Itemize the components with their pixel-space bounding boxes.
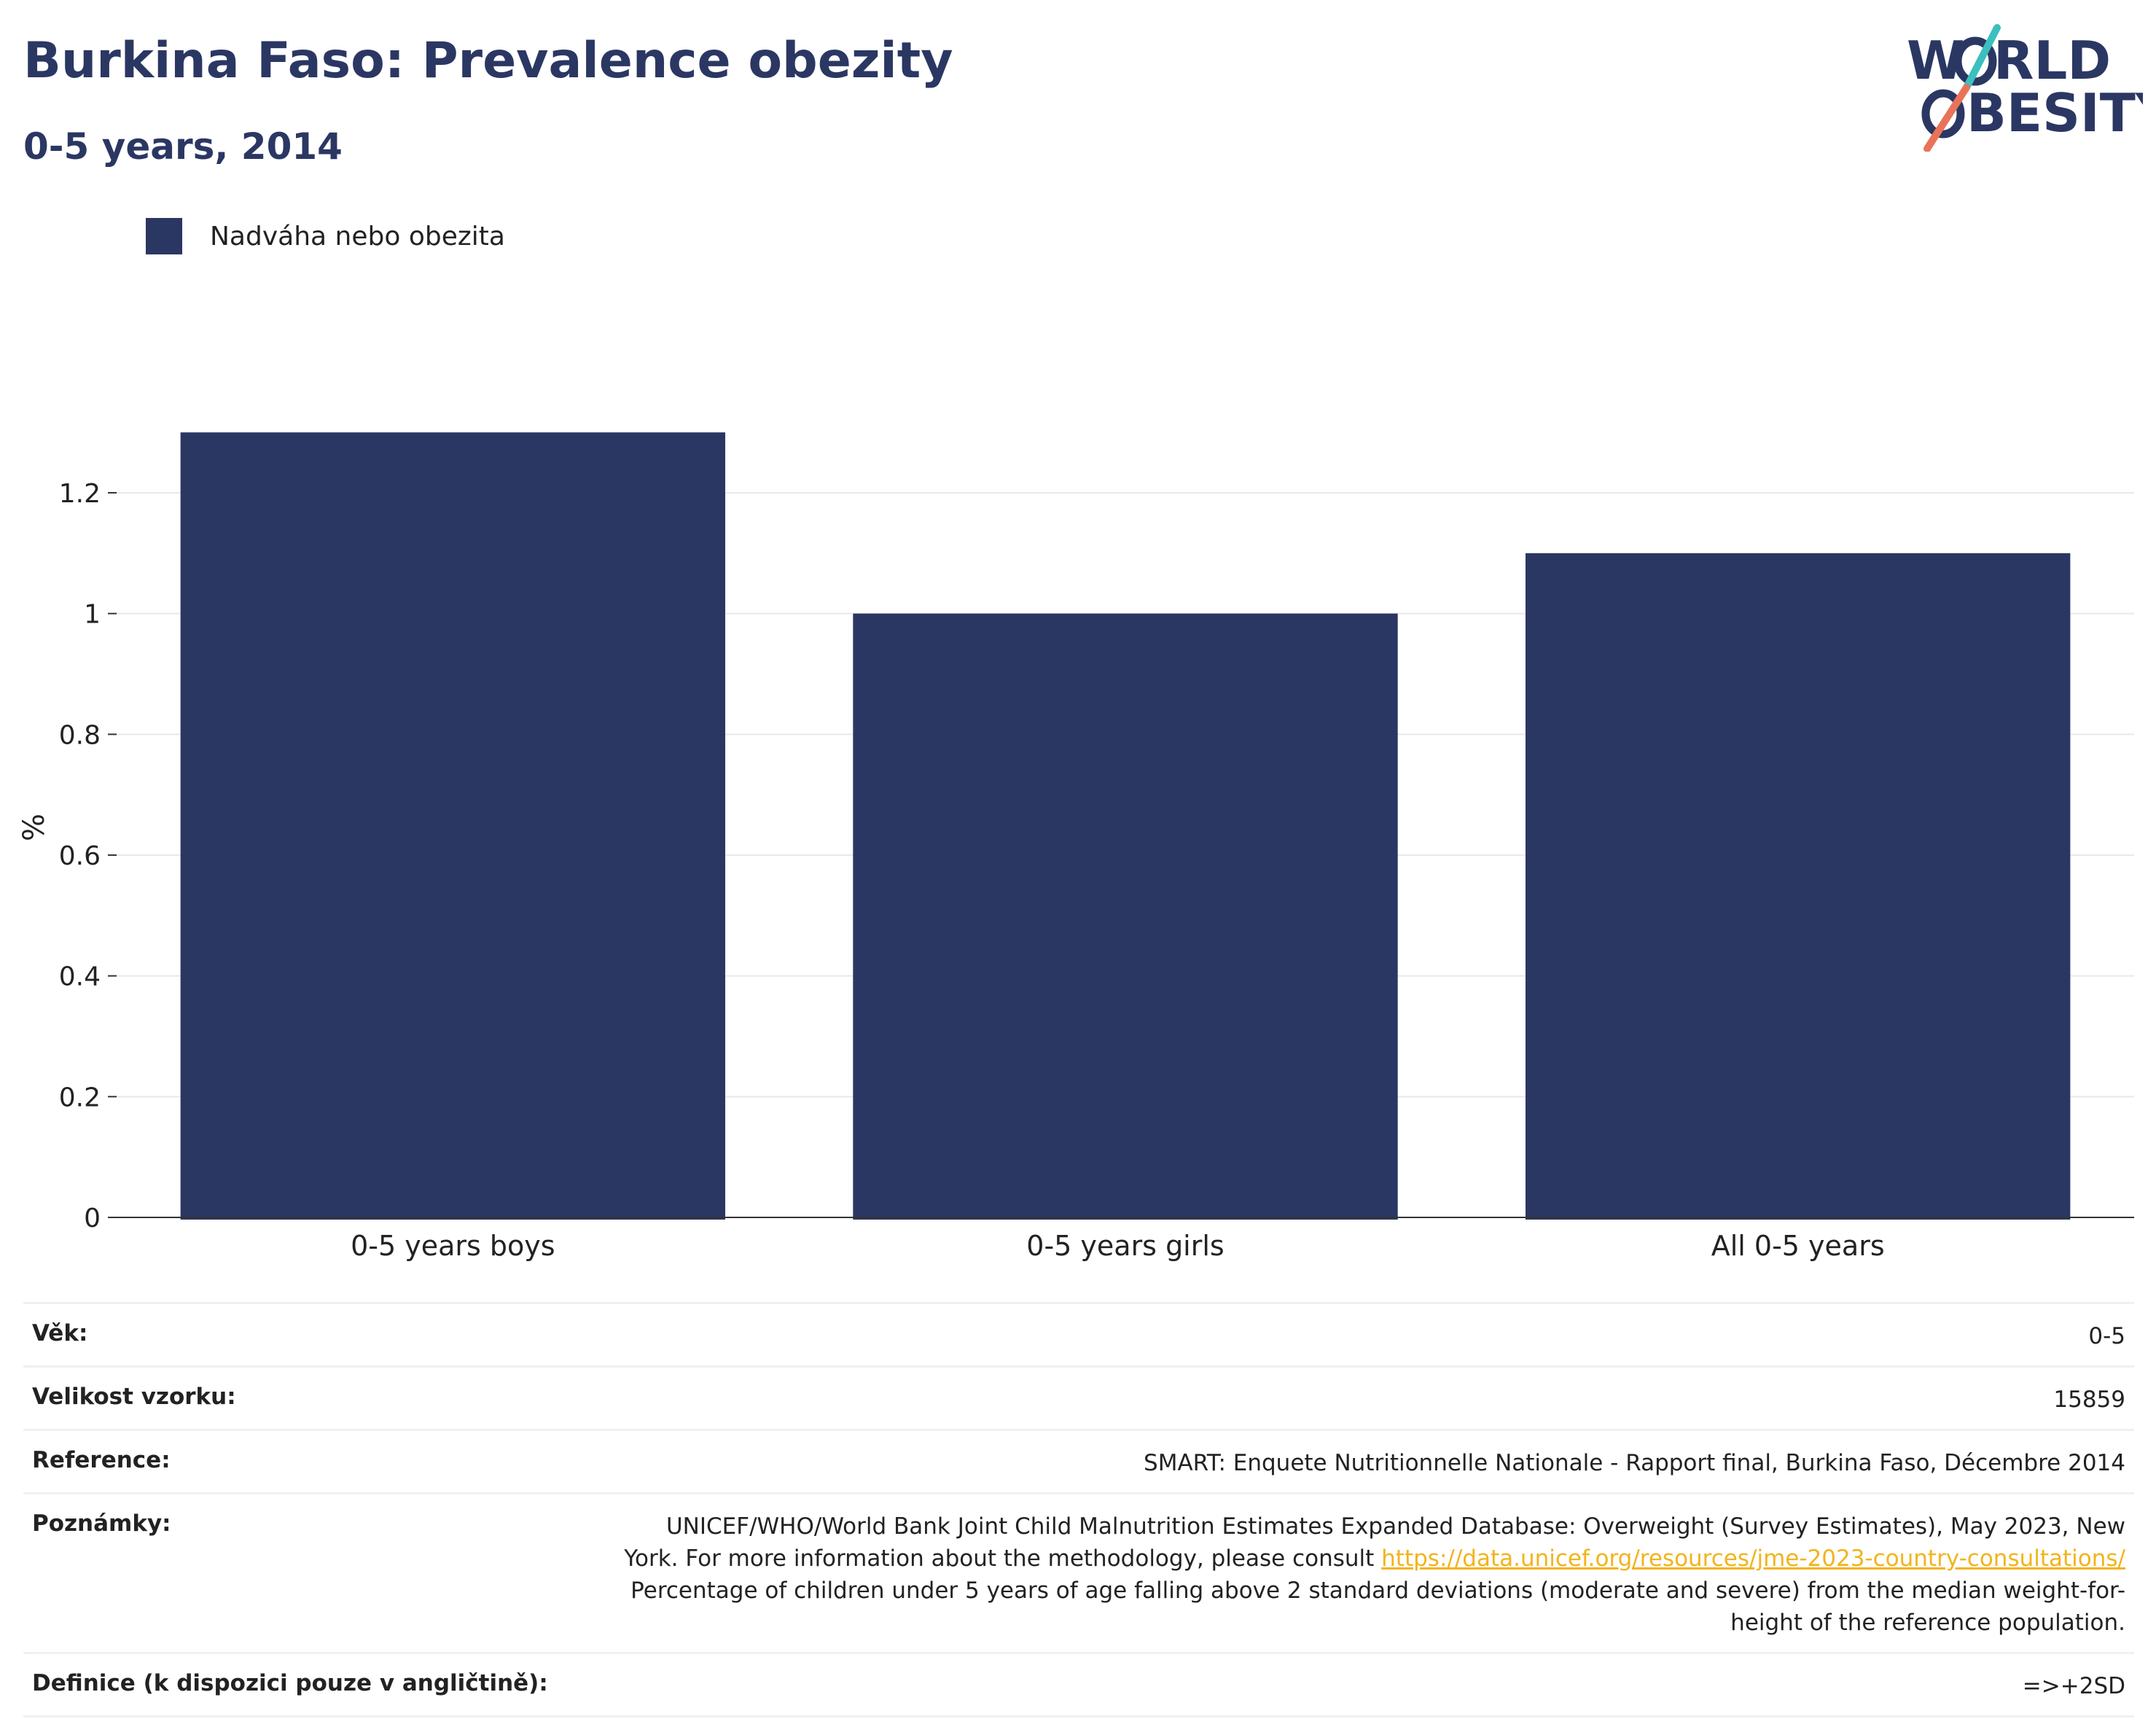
logo-o-ring-bottom: [1921, 89, 1965, 139]
info-key: Velikost vzorku:: [32, 1384, 236, 1410]
bar-all-0-5-years[interactable]: [1525, 553, 2071, 1220]
notes-line: UNICEF/WHO/World Bank Joint Child Malnut…: [665, 1513, 2125, 1540]
bars: [180, 432, 2071, 1220]
chart-legend[interactable]: Nadváha nebo obezita: [146, 217, 505, 255]
info-value-notes: UNICEF/WHO/World Bank Joint Child Malnut…: [624, 1510, 2125, 1639]
logo-rld-text: RLD: [1993, 30, 2111, 91]
info-row-definition: Definice (k dispozici pouze v angličtině…: [23, 1652, 2134, 1718]
logo-coral-stroke: [1923, 84, 1970, 152]
notes-line: Percentage of children under 5 years of …: [630, 1578, 2125, 1604]
y-tick-labels: 0 0.2 0.4 0.6 0.8 1 1.2: [59, 479, 117, 1233]
y-tick-label: 0: [84, 1204, 101, 1233]
page-title: Burkina Faso: Prevalence obezity: [23, 32, 953, 90]
info-key: Definice (k dispozici pouze v angličtině…: [32, 1670, 548, 1696]
bar-chart: 00.20.40.60.811.2 0-5 years boys 0-5 year…: [17, 432, 2134, 1262]
y-tick-label: 0.4: [59, 962, 101, 992]
logo-besity-text: BESITY: [1966, 82, 2143, 144]
page-subtitle: 0-5 years, 2014: [23, 125, 343, 168]
info-key: Poznámky:: [32, 1510, 171, 1537]
y-tick-label: 1: [84, 600, 101, 630]
info-value: 0-5: [2088, 1323, 2125, 1349]
y-tick-label: 0.8: [59, 720, 101, 750]
info-key: Reference:: [32, 1447, 171, 1473]
info-table: Věk: 0-5 Velikost vzorku: 15859 Referenc…: [23, 1302, 2134, 1718]
x-category-labels: 0-5 years boys 0-5 years girls All 0-5 yea…: [351, 1230, 1885, 1262]
y-tick-label: 0.6: [59, 841, 101, 871]
info-row-notes: Poznámky: UNICEF/WHO/World Bank Joint Ch…: [23, 1492, 2134, 1652]
x-category-label: 0-5 years girls: [1026, 1230, 1224, 1262]
methodology-link[interactable]: https://data.unicef.org/resources/jme-20…: [1381, 1545, 2125, 1572]
info-value: SMART: Enquete Nutritionnelle Nationale …: [1144, 1450, 2125, 1476]
info-key: Věk:: [32, 1320, 88, 1346]
x-category-label: 0-5 years boys: [351, 1230, 555, 1262]
logo-teal-stroke: [1963, 24, 2001, 91]
notes-line: height of the reference population.: [1730, 1610, 2125, 1636]
y-tick-label: 1.2: [59, 479, 101, 509]
info-row-age: Věk: 0-5: [23, 1302, 2134, 1365]
info-row-sample-size: Velikost vzorku: 15859: [23, 1365, 2134, 1429]
bar-0-5-years-girls[interactable]: [853, 613, 1398, 1220]
notes-text: York. For more information about the met…: [624, 1545, 1382, 1572]
info-row-reference: Reference: SMART: Enquete Nutritionnelle…: [23, 1429, 2134, 1492]
legend-label: Nadváha nebo obezita: [210, 221, 505, 252]
logo-o-ring-top: [1953, 36, 1997, 86]
world-obesity-logo: W RLD BESITY: [1907, 24, 2143, 152]
y-axis-title: %: [17, 814, 51, 841]
legend-swatch: [146, 218, 182, 254]
bar-0-5-years-boys[interactable]: [180, 432, 726, 1220]
info-value: =>+2SD: [2022, 1673, 2125, 1699]
info-value: 15859: [2053, 1387, 2125, 1413]
y-tick-label: 0.2: [59, 1083, 101, 1112]
x-category-label: All 0-5 years: [1711, 1230, 1885, 1262]
notes-line: York. For more information about the met…: [624, 1543, 2125, 1575]
